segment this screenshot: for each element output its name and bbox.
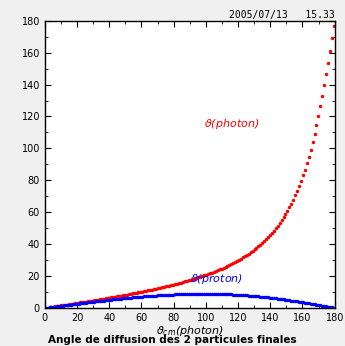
X-axis label: $\vartheta_{cm}$(photon): $\vartheta_{cm}$(photon) xyxy=(156,324,224,338)
Text: $\vartheta$(proton): $\vartheta$(proton) xyxy=(190,272,243,286)
Text: $\vartheta$(photon): $\vartheta$(photon) xyxy=(204,117,260,131)
Text: Angle de diffusion des 2 particules finales: Angle de diffusion des 2 particules fina… xyxy=(48,335,297,345)
Text: 2005/07/13   15.33: 2005/07/13 15.33 xyxy=(229,10,335,20)
